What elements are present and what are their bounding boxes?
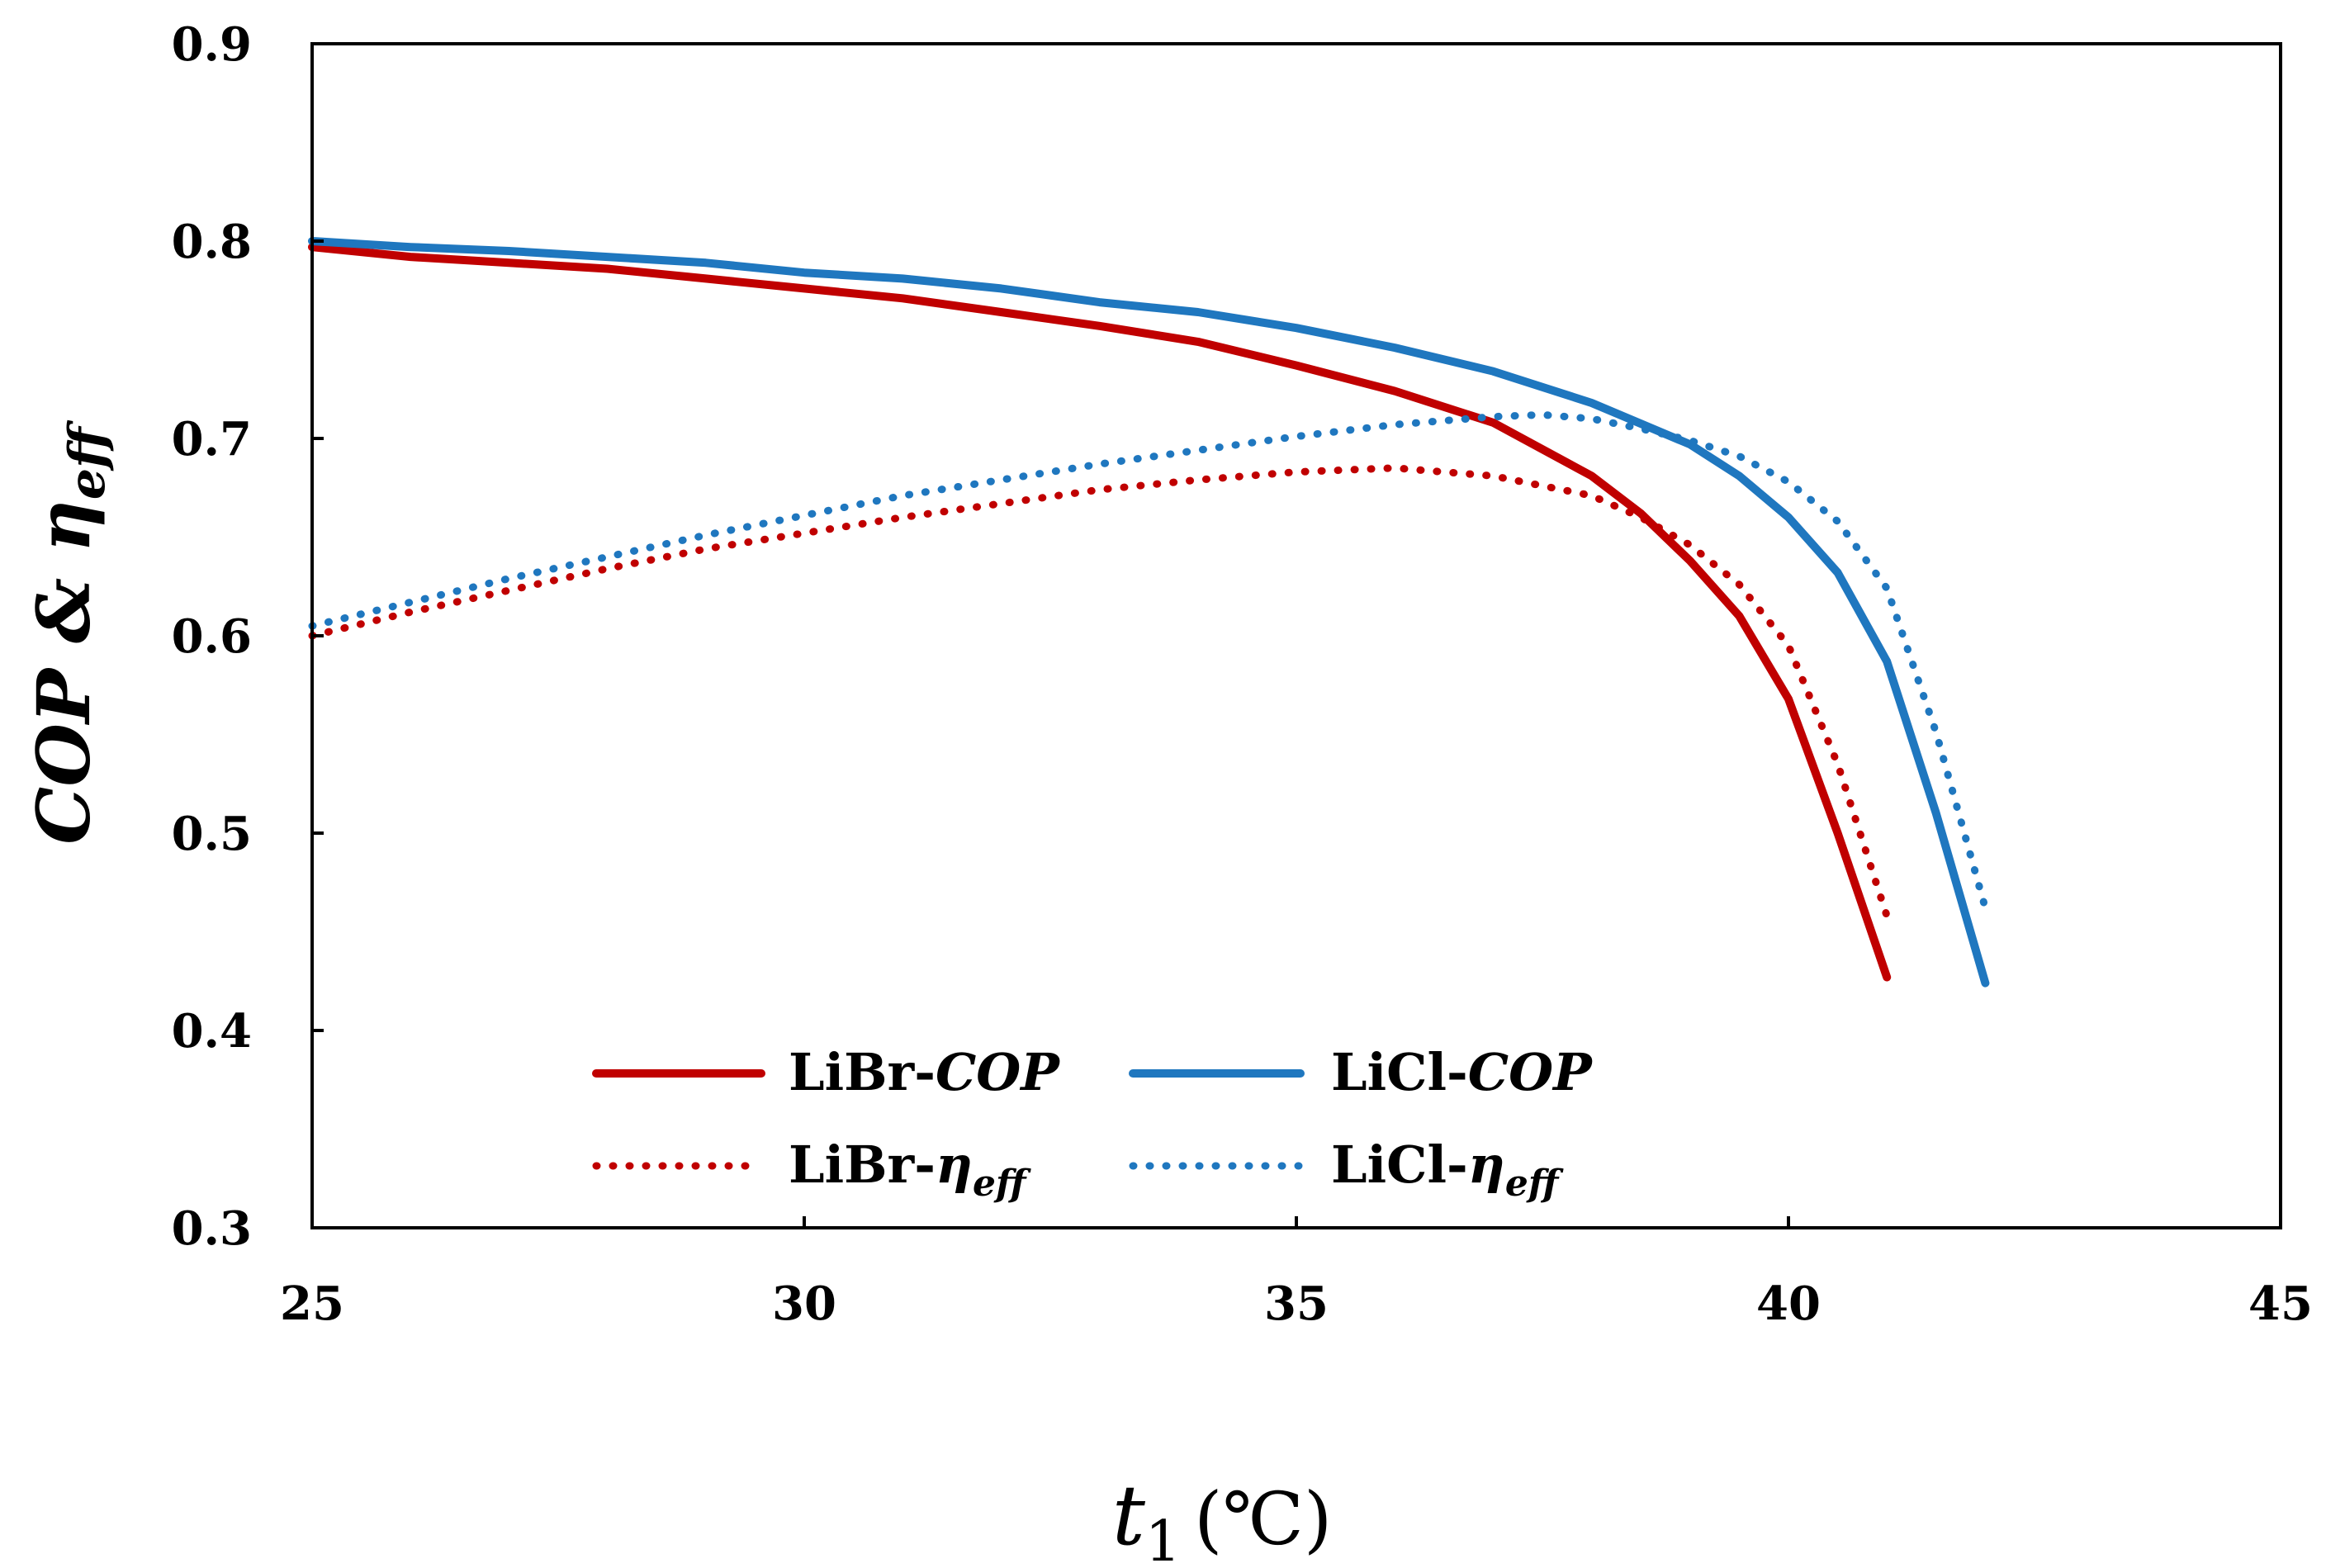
legend-label-licl-cop: LiCl-COP: [1331, 1042, 1594, 1102]
legend-label-prefix: LiCl-: [1331, 1042, 1468, 1102]
series-line-licl-cop: [308, 237, 1990, 988]
x-tick-label: 30: [772, 1277, 836, 1331]
y-tick-label: 0.9: [172, 17, 252, 72]
y-tick-label: 0.8: [172, 215, 252, 269]
x-axis-title-sub: 1: [1145, 1509, 1181, 1568]
y-tick-label: 0.5: [172, 807, 252, 861]
y-axis-ticks: 0.3 0.4 0.5 0.6 0.7 0.8 0.9: [172, 17, 324, 1256]
y-axis-title-sub: eff: [59, 419, 116, 500]
legend-label-italic: COP: [1468, 1042, 1594, 1102]
y-tick-label: 0.4: [172, 1004, 252, 1059]
legend-label-libr-cop: LiBr-COP: [789, 1042, 1061, 1102]
legend-label-italic: η: [1468, 1135, 1505, 1195]
x-axis-ticks: 25 30 35 40 45: [280, 1216, 2313, 1331]
y-axis-title-main: COP & η: [21, 500, 107, 845]
x-tick-label: 40: [1756, 1277, 1821, 1331]
y-tick-label: 0.3: [172, 1201, 252, 1256]
x-tick-label: 35: [1264, 1277, 1329, 1331]
series-layer: [308, 237, 1990, 988]
legend-label-italic: η: [936, 1135, 973, 1195]
x-axis-title-main: t: [1112, 1467, 1146, 1564]
legend-label-sub: eff: [973, 1163, 1031, 1205]
legend-label-prefix: LiBr-: [789, 1135, 936, 1195]
x-tick-label: 25: [280, 1277, 344, 1331]
legend-label-licl-eta: LiCl-ηeff: [1331, 1135, 1564, 1205]
y-axis-title: COP & ηeff: [21, 419, 116, 845]
legend-label-sub: eff: [1505, 1163, 1564, 1205]
legend-label-prefix: LiCl-: [1331, 1135, 1468, 1195]
legend-label-prefix: LiBr-: [789, 1042, 936, 1102]
legend-label-libr-eta: LiBr-ηeff: [789, 1135, 1031, 1205]
x-axis-title-unit: (℃): [1194, 1476, 1332, 1561]
series-line-libr-cop: [308, 243, 1892, 982]
x-axis-title: t1 (℃): [1112, 1467, 1333, 1568]
y-tick-label: 0.7: [172, 412, 252, 467]
y-tick-label: 0.6: [172, 609, 252, 664]
legend-label-italic: COP: [936, 1042, 1061, 1102]
x-tick-label: 45: [2248, 1277, 2313, 1331]
